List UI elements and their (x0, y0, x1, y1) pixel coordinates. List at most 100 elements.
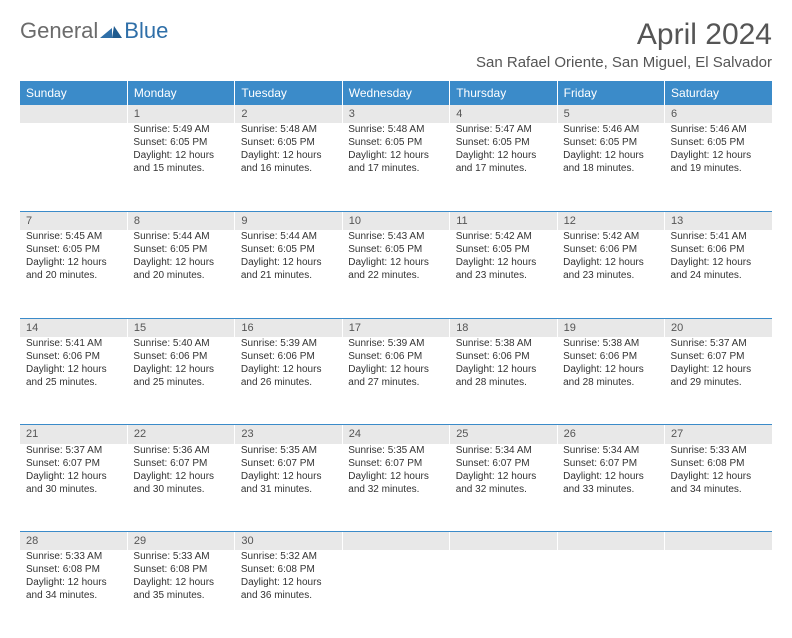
day-cell: Sunrise: 5:37 AMSunset: 6:07 PMDaylight:… (665, 337, 772, 425)
sunset-text: Sunset: 6:06 PM (671, 243, 766, 256)
day-cell: Sunrise: 5:46 AMSunset: 6:05 PMDaylight:… (665, 123, 772, 211)
day-number: 1 (127, 105, 234, 123)
day-cell: Sunrise: 5:35 AMSunset: 6:07 PMDaylight:… (235, 444, 342, 532)
day-number: 22 (127, 425, 234, 444)
sunset-text: Sunset: 6:08 PM (133, 563, 228, 576)
sunset-text: Sunset: 6:05 PM (348, 243, 443, 256)
header: General Blue April 2024 San Rafael Orien… (20, 18, 772, 71)
day-cell: Sunrise: 5:34 AMSunset: 6:07 PMDaylight:… (450, 444, 557, 532)
day-cell: Sunrise: 5:42 AMSunset: 6:05 PMDaylight:… (450, 230, 557, 318)
daylight-text-1: Daylight: 12 hours (456, 363, 551, 376)
day-number: 18 (450, 318, 557, 337)
title-block: April 2024 San Rafael Oriente, San Migue… (476, 18, 772, 71)
daylight-text-2: and 24 minutes. (671, 269, 766, 282)
day-number: 24 (342, 425, 449, 444)
daylight-text-2: and 21 minutes. (241, 269, 336, 282)
daylight-text-2: and 29 minutes. (671, 376, 766, 389)
weekday-header: Saturday (665, 81, 772, 105)
sunrise-text: Sunrise: 5:35 AM (241, 444, 336, 457)
sunset-text: Sunset: 6:06 PM (348, 350, 443, 363)
sunset-text: Sunset: 6:07 PM (241, 457, 336, 470)
daylight-text-1: Daylight: 12 hours (348, 149, 443, 162)
weekday-header: Monday (127, 81, 234, 105)
day-number: 20 (665, 318, 772, 337)
daylight-text-1: Daylight: 12 hours (563, 363, 658, 376)
day-cell: Sunrise: 5:32 AMSunset: 6:08 PMDaylight:… (235, 550, 342, 638)
daylight-text-2: and 35 minutes. (133, 589, 228, 602)
daylight-text-2: and 22 minutes. (348, 269, 443, 282)
daylight-text-2: and 36 minutes. (241, 589, 336, 602)
sunrise-text: Sunrise: 5:34 AM (563, 444, 658, 457)
daylight-text-1: Daylight: 12 hours (133, 576, 228, 589)
day-cell: Sunrise: 5:40 AMSunset: 6:06 PMDaylight:… (127, 337, 234, 425)
day-cell: Sunrise: 5:44 AMSunset: 6:05 PMDaylight:… (127, 230, 234, 318)
day-number: 4 (450, 105, 557, 123)
weekday-header: Wednesday (342, 81, 449, 105)
daylight-text-2: and 34 minutes. (671, 483, 766, 496)
day-cell: Sunrise: 5:45 AMSunset: 6:05 PMDaylight:… (20, 230, 127, 318)
sunset-text: Sunset: 6:07 PM (671, 350, 766, 363)
day-content-row: Sunrise: 5:41 AMSunset: 6:06 PMDaylight:… (20, 337, 772, 425)
day-number: 13 (665, 211, 772, 230)
sunset-text: Sunset: 6:05 PM (348, 136, 443, 149)
day-cell: Sunrise: 5:33 AMSunset: 6:08 PMDaylight:… (20, 550, 127, 638)
daylight-text-2: and 23 minutes. (456, 269, 551, 282)
sunset-text: Sunset: 6:08 PM (26, 563, 121, 576)
daylight-text-1: Daylight: 12 hours (133, 363, 228, 376)
day-cell (20, 123, 127, 211)
sunrise-text: Sunrise: 5:33 AM (133, 550, 228, 563)
daylight-text-1: Daylight: 12 hours (456, 256, 551, 269)
daylight-text-2: and 17 minutes. (456, 162, 551, 175)
day-number: 2 (235, 105, 342, 123)
sunrise-text: Sunrise: 5:33 AM (671, 444, 766, 457)
sunset-text: Sunset: 6:06 PM (26, 350, 121, 363)
day-cell: Sunrise: 5:37 AMSunset: 6:07 PMDaylight:… (20, 444, 127, 532)
day-number: 19 (557, 318, 664, 337)
sunset-text: Sunset: 6:06 PM (241, 350, 336, 363)
day-cell: Sunrise: 5:41 AMSunset: 6:06 PMDaylight:… (665, 230, 772, 318)
daylight-text-1: Daylight: 12 hours (671, 363, 766, 376)
day-number-row: 78910111213 (20, 211, 772, 230)
day-number (557, 532, 664, 551)
daylight-text-1: Daylight: 12 hours (241, 470, 336, 483)
daylight-text-1: Daylight: 12 hours (26, 470, 121, 483)
sunrise-text: Sunrise: 5:38 AM (563, 337, 658, 350)
daylight-text-1: Daylight: 12 hours (26, 363, 121, 376)
day-number: 10 (342, 211, 449, 230)
day-number-row: 14151617181920 (20, 318, 772, 337)
daylight-text-2: and 32 minutes. (348, 483, 443, 496)
sunrise-text: Sunrise: 5:47 AM (456, 123, 551, 136)
day-number: 16 (235, 318, 342, 337)
logo-icon (100, 18, 122, 44)
month-title: April 2024 (476, 18, 772, 52)
location: San Rafael Oriente, San Miguel, El Salva… (476, 54, 772, 71)
day-cell (557, 550, 664, 638)
sunrise-text: Sunrise: 5:42 AM (456, 230, 551, 243)
day-cell: Sunrise: 5:38 AMSunset: 6:06 PMDaylight:… (557, 337, 664, 425)
weekday-header: Friday (557, 81, 664, 105)
day-content-row: Sunrise: 5:37 AMSunset: 6:07 PMDaylight:… (20, 444, 772, 532)
daylight-text-1: Daylight: 12 hours (133, 256, 228, 269)
day-cell: Sunrise: 5:41 AMSunset: 6:06 PMDaylight:… (20, 337, 127, 425)
daylight-text-2: and 31 minutes. (241, 483, 336, 496)
day-cell: Sunrise: 5:48 AMSunset: 6:05 PMDaylight:… (235, 123, 342, 211)
day-cell: Sunrise: 5:36 AMSunset: 6:07 PMDaylight:… (127, 444, 234, 532)
sunrise-text: Sunrise: 5:37 AM (26, 444, 121, 457)
daylight-text-1: Daylight: 12 hours (563, 256, 658, 269)
daylight-text-1: Daylight: 12 hours (26, 256, 121, 269)
day-cell: Sunrise: 5:34 AMSunset: 6:07 PMDaylight:… (557, 444, 664, 532)
sunrise-text: Sunrise: 5:46 AM (563, 123, 658, 136)
sunrise-text: Sunrise: 5:32 AM (241, 550, 336, 563)
daylight-text-1: Daylight: 12 hours (133, 149, 228, 162)
daylight-text-1: Daylight: 12 hours (348, 256, 443, 269)
sunrise-text: Sunrise: 5:39 AM (241, 337, 336, 350)
daylight-text-2: and 17 minutes. (348, 162, 443, 175)
day-number: 25 (450, 425, 557, 444)
logo-text-2: Blue (124, 18, 168, 44)
sunset-text: Sunset: 6:06 PM (563, 350, 658, 363)
daylight-text-2: and 20 minutes. (133, 269, 228, 282)
day-number: 3 (342, 105, 449, 123)
daylight-text-2: and 27 minutes. (348, 376, 443, 389)
daylight-text-1: Daylight: 12 hours (241, 363, 336, 376)
sunrise-text: Sunrise: 5:44 AM (133, 230, 228, 243)
